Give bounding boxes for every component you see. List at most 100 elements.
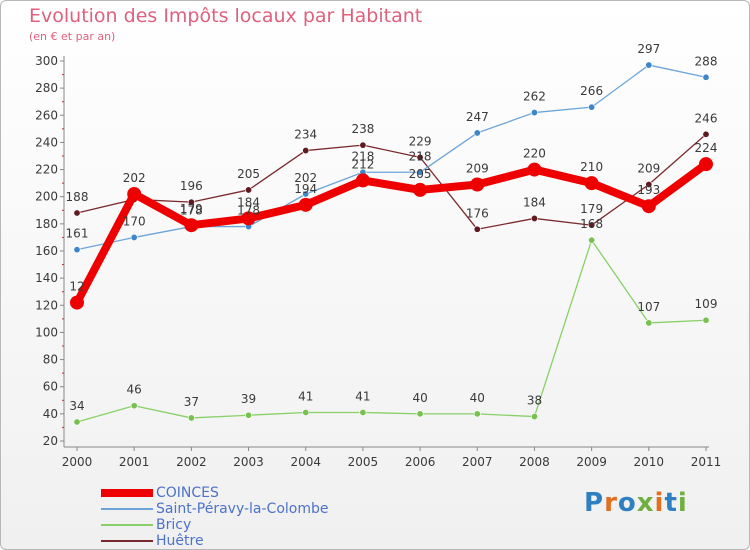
data-point-huetre xyxy=(702,130,710,138)
data-label-huetre: 184 xyxy=(523,195,546,209)
data-point-huetre xyxy=(588,221,596,229)
data-point-huetre xyxy=(187,198,195,206)
chart-subtitle: (en € et par an) xyxy=(29,30,116,43)
data-label-saint-peravy-la-colombe: 247 xyxy=(466,110,489,124)
data-label-coinces: 193 xyxy=(637,183,660,197)
data-label-coinces: 12 xyxy=(69,280,84,294)
data-label-coinces: 194 xyxy=(294,182,317,196)
y-tick-label: 300 xyxy=(35,54,58,68)
legend-label-coinces: COINCES xyxy=(156,485,219,501)
data-label-bricy: 41 xyxy=(355,390,370,404)
data-label-saint-peravy-la-colombe: 170 xyxy=(123,214,146,228)
legend-swatch-coinces xyxy=(101,489,153,497)
x-tick-label: 2002 xyxy=(176,455,207,469)
data-label-bricy: 168 xyxy=(580,217,603,231)
y-tick-label: 120 xyxy=(35,298,58,312)
data-label-coinces: 202 xyxy=(123,171,146,185)
data-label-huetre: 176 xyxy=(466,206,489,220)
data-point-coinces xyxy=(70,295,84,310)
x-tick-label: 2003 xyxy=(233,455,264,469)
data-label-bricy: 107 xyxy=(637,300,660,314)
data-label-saint-peravy-la-colombe: 297 xyxy=(637,42,660,56)
data-point-saint-peravy-la-colombe xyxy=(130,233,138,241)
chart-title: Evolution des Impôts locaux par Habitant xyxy=(29,5,423,27)
data-point-coinces xyxy=(699,157,713,172)
data-point-bricy xyxy=(245,411,253,419)
data-label-bricy: 39 xyxy=(241,392,256,406)
data-label-bricy: 38 xyxy=(527,394,542,408)
data-point-huetre xyxy=(359,141,367,149)
y-tick-label: 220 xyxy=(35,163,58,177)
data-point-huetre xyxy=(645,181,653,189)
data-label-saint-peravy-la-colombe: 266 xyxy=(580,84,603,98)
data-label-huetre: 196 xyxy=(180,179,203,193)
data-point-bricy xyxy=(645,319,653,327)
data-point-bricy xyxy=(416,410,424,418)
y-tick-label: 40 xyxy=(43,407,58,421)
data-label-coinces: 224 xyxy=(695,141,718,155)
y-tick-label: 240 xyxy=(35,135,58,149)
legend-label-saint-peravy-la-colombe: Saint-Péravy-la-Colombe xyxy=(156,501,329,517)
data-point-bricy xyxy=(187,414,195,422)
data-point-bricy xyxy=(530,413,538,421)
y-tick-label: 180 xyxy=(35,217,58,231)
data-point-saint-peravy-la-colombe xyxy=(416,168,424,176)
data-point-huetre xyxy=(73,209,81,217)
data-label-bricy: 37 xyxy=(184,395,199,409)
data-point-coinces xyxy=(298,197,313,212)
y-tick-label: 20 xyxy=(43,434,58,448)
data-label-bricy: 41 xyxy=(298,390,313,404)
series-line-bricy xyxy=(76,239,707,423)
data-point-huetre xyxy=(245,186,253,194)
y-tick-label: 280 xyxy=(35,81,58,95)
y-tick-label: 80 xyxy=(43,353,58,367)
data-point-coinces xyxy=(355,173,370,188)
data-point-bricy xyxy=(588,236,596,244)
data-label-bricy: 40 xyxy=(412,391,427,405)
series-line-coinces xyxy=(73,160,710,307)
data-label-huetre: 188 xyxy=(66,190,89,204)
data-point-bricy xyxy=(73,418,81,426)
logo-letter: x xyxy=(636,488,655,518)
data-label-coinces: 209 xyxy=(466,162,489,176)
logo-letter: t xyxy=(664,488,678,518)
data-label-bricy: 34 xyxy=(69,399,84,413)
data-label-huetre: 246 xyxy=(695,111,718,125)
data-point-huetre xyxy=(416,153,424,161)
data-point-coinces xyxy=(184,218,199,233)
data-point-coinces xyxy=(127,187,142,201)
data-label-saint-peravy-la-colombe: 202 xyxy=(294,171,317,185)
x-tick-label: 2004 xyxy=(290,455,321,469)
data-label-saint-peravy-la-colombe: 161 xyxy=(66,227,89,241)
data-point-saint-peravy-la-colombe xyxy=(645,61,653,69)
x-tick-label: 2008 xyxy=(519,455,550,469)
data-point-huetre xyxy=(473,225,481,233)
logo-letter: o xyxy=(617,488,637,518)
data-point-saint-peravy-la-colombe xyxy=(473,129,481,137)
data-point-bricy xyxy=(702,316,710,324)
data-label-saint-peravy-la-colombe: 218 xyxy=(409,149,432,163)
data-point-coinces xyxy=(641,199,656,214)
x-tick-label: 2000 xyxy=(62,455,93,469)
x-tick-label: 2006 xyxy=(405,455,436,469)
data-label-saint-peravy-la-colombe: 178 xyxy=(180,204,203,218)
data-point-bricy xyxy=(359,408,367,416)
data-point-saint-peravy-la-colombe xyxy=(530,109,538,117)
y-tick-label: 200 xyxy=(35,190,58,204)
data-label-bricy: 40 xyxy=(470,391,485,405)
data-label-huetre: 209 xyxy=(637,162,660,176)
data-point-bricy xyxy=(302,408,310,416)
x-tick-label: 2007 xyxy=(462,455,493,469)
y-tick-label: 100 xyxy=(35,325,58,339)
data-label-coinces: 220 xyxy=(523,147,546,161)
y-tick-label: 60 xyxy=(43,380,58,394)
legend-swatch-saint-peravy-la-colombe xyxy=(101,508,153,510)
data-label-coinces: 210 xyxy=(580,160,603,174)
data-label-coinces: 184 xyxy=(237,195,260,209)
data-label-huetre: 234 xyxy=(294,128,317,142)
data-point-bricy xyxy=(473,410,481,418)
logo-letter: P xyxy=(584,488,605,518)
data-point-saint-peravy-la-colombe xyxy=(73,246,81,254)
data-point-coinces xyxy=(584,176,599,191)
